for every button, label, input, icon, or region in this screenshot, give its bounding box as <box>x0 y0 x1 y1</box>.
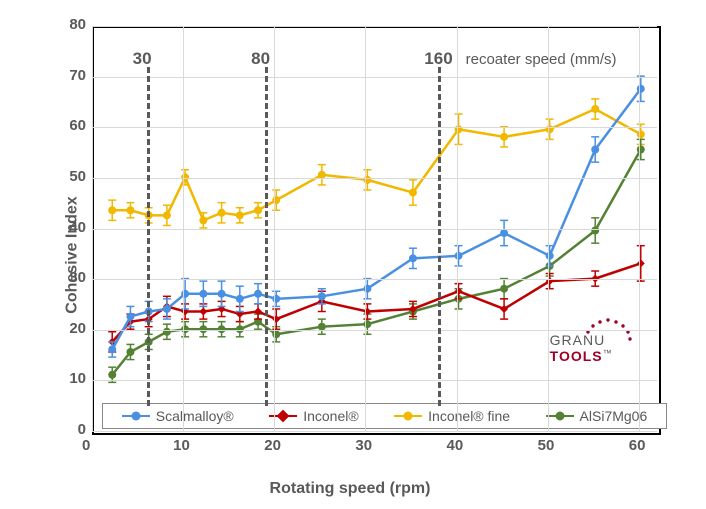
legend-item: Inconel® fine <box>394 408 510 424</box>
y-tick: 60 <box>69 117 86 134</box>
x-tick: 0 <box>82 437 90 454</box>
legend-item: Inconel® <box>269 408 358 424</box>
y-tick: 70 <box>69 67 86 84</box>
recoater-line <box>265 67 268 406</box>
legend-label: AlSi7Mg06 <box>580 408 648 424</box>
legend-item: Scalmalloy® <box>122 408 234 424</box>
recoater-label: 80 <box>251 49 270 69</box>
plot-area: GRANU TOOLS™ <box>92 26 661 435</box>
legend-label: Inconel® <box>303 408 358 424</box>
x-tick: 60 <box>629 437 646 454</box>
x-tick: 30 <box>355 437 372 454</box>
x-axis-title: Rotating speed (rpm) <box>270 480 431 498</box>
logo-line2: TOOLS <box>550 348 603 364</box>
y-tick: 50 <box>69 168 86 185</box>
x-tick: 50 <box>538 437 555 454</box>
y-tick: 0 <box>78 421 86 438</box>
x-tick: 10 <box>173 437 190 454</box>
y-tick: 40 <box>69 219 86 236</box>
y-tick: 20 <box>69 320 86 337</box>
x-tick: 40 <box>447 437 464 454</box>
legend-item: AlSi7Mg06 <box>546 408 648 424</box>
legend-label: Inconel® fine <box>428 408 510 424</box>
recoater-label: 30 <box>133 49 152 69</box>
plot-svg <box>94 28 659 433</box>
chart-area: Cohesive Index Rotating speed (rpm) GRAN… <box>20 10 680 500</box>
y-tick: 80 <box>69 16 86 33</box>
recoater-label: 160 <box>424 49 452 69</box>
y-tick: 30 <box>69 269 86 286</box>
x-tick: 20 <box>264 437 281 454</box>
recoater-line <box>147 67 150 406</box>
recoater-line <box>438 67 441 406</box>
granutools-logo: GRANU TOOLS™ <box>550 332 613 364</box>
y-tick: 10 <box>69 370 86 387</box>
recoater-title: recoater speed (mm/s) <box>466 51 617 68</box>
legend-label: Scalmalloy® <box>156 408 234 424</box>
y-axis-title: Cohesive Index <box>64 196 82 313</box>
legend: Scalmalloy® Inconel® Inconel® fine AlSi7Mg0… <box>102 403 667 429</box>
chart-root: Cohesive Index Rotating speed (rpm) GRAN… <box>0 0 706 509</box>
